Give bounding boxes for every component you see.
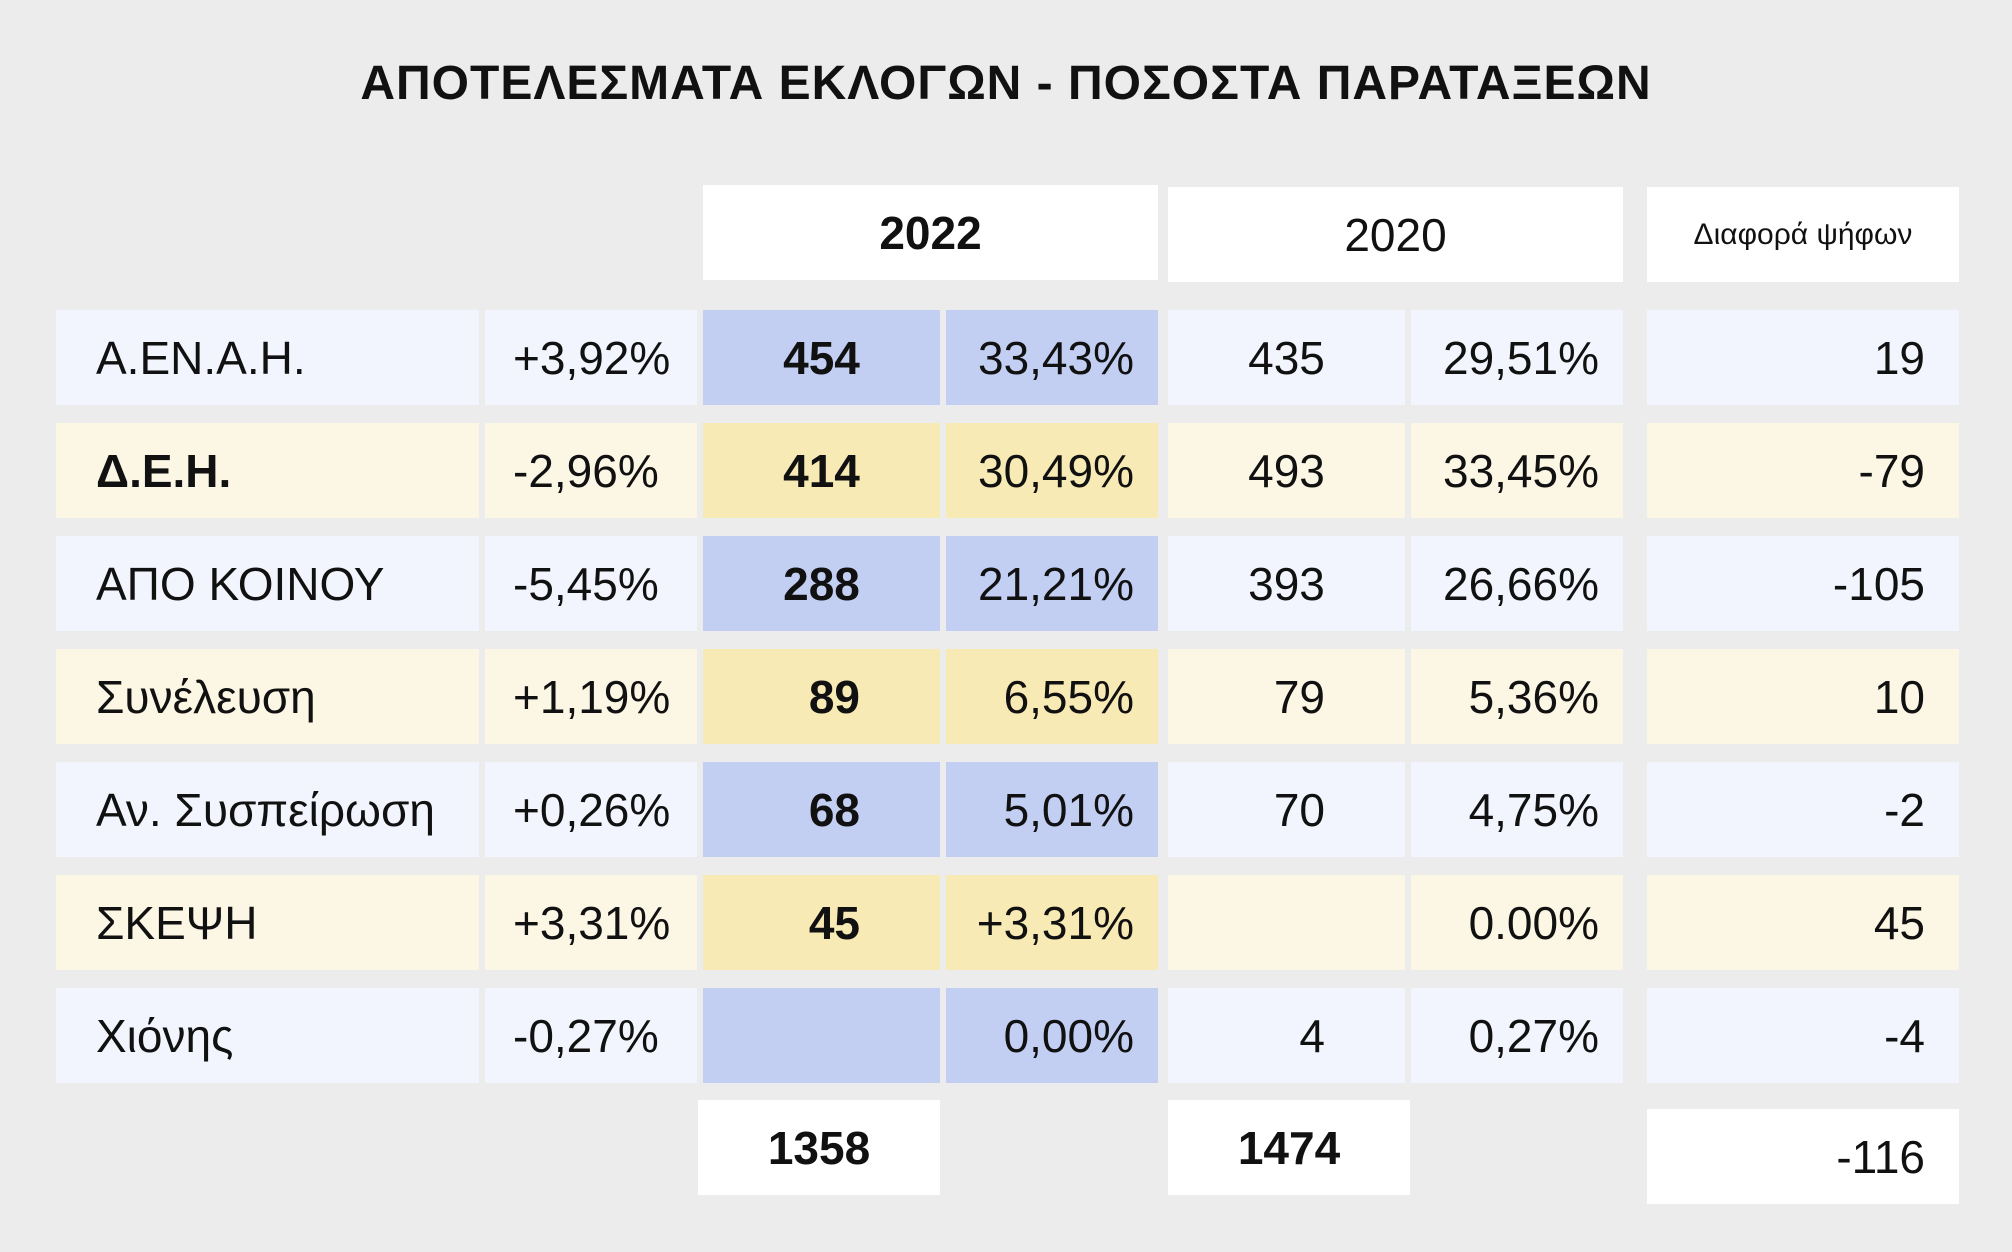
percent-2022: 5,01%	[946, 762, 1158, 857]
party-name: ΑΠΟ ΚΟΙΝΟΥ	[56, 536, 479, 631]
party-name: Αν. Συσπείρωση	[56, 762, 479, 857]
percent-2022: 33,43%	[946, 310, 1158, 405]
votes-2022: 45	[703, 875, 940, 970]
total-vote-diff: -116	[1647, 1109, 1959, 1204]
percent-2020: 5,36%	[1411, 649, 1623, 744]
votes-2022: 454	[703, 310, 940, 405]
page-title: ΑΠΟΤΕΛΕΣΜΑΤΑ ΕΚΛΟΓΩΝ - ΠΟΣΟΣΤΑ ΠΑΡΑΤΑΞΕΩ…	[360, 57, 1652, 110]
votes-2020: 4	[1168, 988, 1405, 1083]
percent-change: -2,96%	[485, 423, 697, 518]
total-votes-2022: 1358	[698, 1100, 940, 1195]
header-2020: 2020	[1168, 187, 1623, 282]
party-name: Α.ΕΝ.Α.Η.	[56, 310, 479, 405]
percent-2020: 0,27%	[1411, 988, 1623, 1083]
vote-diff: -4	[1647, 988, 1959, 1083]
percent-change: +3,92%	[485, 310, 697, 405]
votes-2022: 288	[703, 536, 940, 631]
vote-diff: -2	[1647, 762, 1959, 857]
votes-2022	[703, 988, 940, 1083]
percent-2022: +3,31%	[946, 875, 1158, 970]
votes-2020: 70	[1168, 762, 1405, 857]
vote-diff: 10	[1647, 649, 1959, 744]
percent-2022: 30,49%	[946, 423, 1158, 518]
votes-2022: 68	[703, 762, 940, 857]
votes-2020: 393	[1168, 536, 1405, 631]
votes-2020: 435	[1168, 310, 1405, 405]
percent-2020: 33,45%	[1411, 423, 1623, 518]
percent-change: -5,45%	[485, 536, 697, 631]
vote-diff: 19	[1647, 310, 1959, 405]
percent-2020: 29,51%	[1411, 310, 1623, 405]
vote-diff: -79	[1647, 423, 1959, 518]
percent-change: +1,19%	[485, 649, 697, 744]
votes-2022: 414	[703, 423, 940, 518]
percent-change: +0,26%	[485, 762, 697, 857]
percent-change: -0,27%	[485, 988, 697, 1083]
percent-2020: 26,66%	[1411, 536, 1623, 631]
votes-2020: 493	[1168, 423, 1405, 518]
header-vote-diff: Διαφορά ψήφων	[1647, 187, 1959, 282]
vote-diff: -105	[1647, 536, 1959, 631]
party-name: Δ.Ε.Η.	[56, 423, 479, 518]
votes-2020: 79	[1168, 649, 1405, 744]
votes-2020	[1168, 875, 1405, 970]
party-name: ΣΚΕΨΗ	[56, 875, 479, 970]
percent-2022: 6,55%	[946, 649, 1158, 744]
votes-2022: 89	[703, 649, 940, 744]
header-2022: 2022	[703, 185, 1158, 280]
percent-2020: 4,75%	[1411, 762, 1623, 857]
party-name: Χιόνης	[56, 988, 479, 1083]
vote-diff: 45	[1647, 875, 1959, 970]
percent-2022: 21,21%	[946, 536, 1158, 631]
party-name: Συνέλευση	[56, 649, 479, 744]
percent-change: +3,31%	[485, 875, 697, 970]
percent-2022: 0,00%	[946, 988, 1158, 1083]
total-votes-2020: 1474	[1168, 1100, 1410, 1195]
percent-2020: 0.00%	[1411, 875, 1623, 970]
